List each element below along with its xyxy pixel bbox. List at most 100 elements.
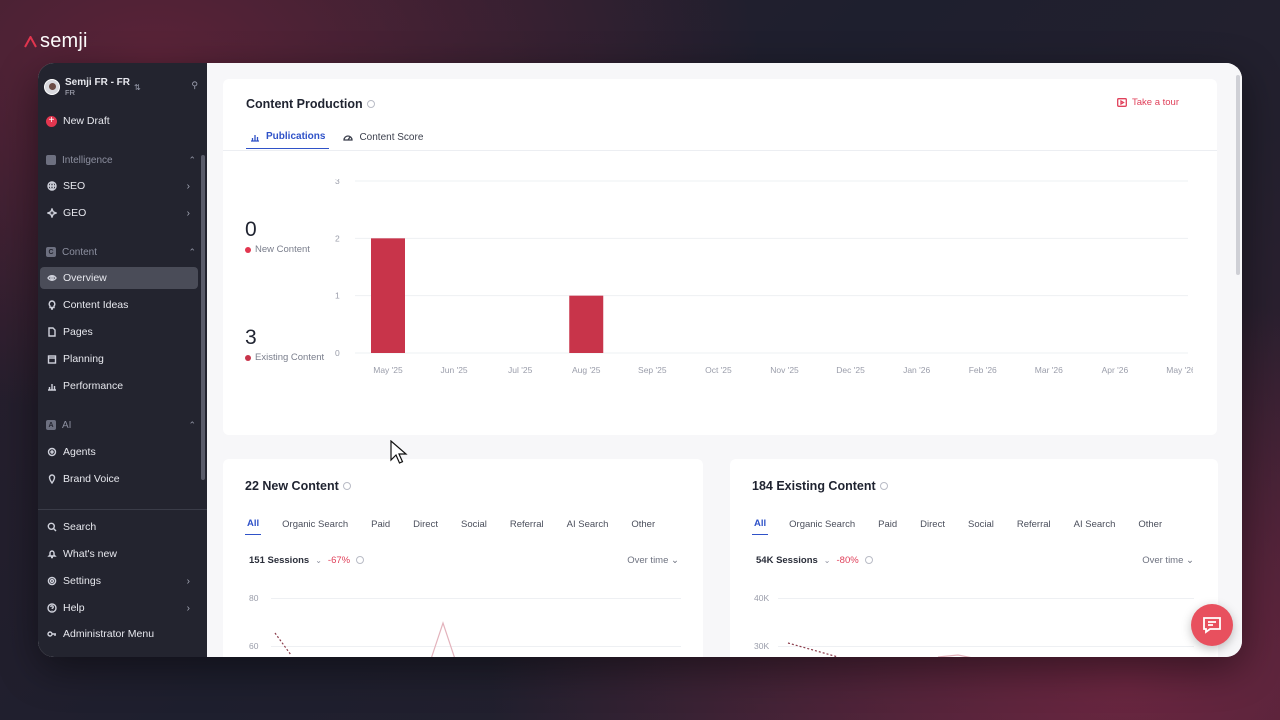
info-icon[interactable] (366, 99, 375, 108)
tab-content-score[interactable]: Content Score (339, 125, 427, 149)
sidebar-item-overview[interactable]: Overview (40, 267, 198, 289)
sidebar-item-label: Performance (63, 380, 124, 392)
x-tick-label: Jan '26 (903, 365, 930, 375)
chevron-right-icon: › (186, 207, 190, 219)
gridline (778, 646, 1194, 647)
globe-icon (46, 180, 58, 192)
chevron-up-icon: ⌃ (188, 154, 196, 165)
tab-divider (223, 150, 1217, 151)
chat-icon (1203, 617, 1221, 634)
x-tick-label: Apr '26 (1102, 365, 1129, 375)
calendar-icon (46, 353, 58, 365)
tab-publications[interactable]: Publications (246, 125, 330, 149)
filter-ai-search[interactable]: AI Search (566, 518, 609, 530)
filter-other[interactable]: Other (1138, 518, 1163, 530)
filter-referral[interactable]: Referral (1016, 518, 1051, 530)
info-icon[interactable] (342, 481, 351, 490)
chevron-down-icon: ⌄ (315, 556, 322, 565)
sidebar-item-agents[interactable]: Agents (40, 441, 198, 463)
sessions-value: 151 Sessions (249, 555, 310, 566)
card-title: Content Production (246, 97, 363, 111)
main-scrollbar[interactable] (1236, 75, 1240, 275)
sessions-selector[interactable]: 151 Sessions ⌄ -67% (249, 555, 365, 566)
existing-content-stat: 3 Existing Content (245, 326, 324, 363)
over-time-dropdown[interactable]: Over time ⌄ (627, 555, 679, 566)
filter-all[interactable]: All (752, 513, 769, 535)
over-time-dropdown[interactable]: Over time ⌄ (1142, 555, 1194, 566)
intelligence-icon (46, 155, 56, 165)
existing-content-card: 184 Existing Content All Organic Search … (730, 459, 1218, 657)
sidebar-item-help[interactable]: Help › (40, 597, 198, 619)
section-content[interactable]: C Content ⌃ (46, 243, 196, 261)
chat-button[interactable] (1191, 604, 1233, 646)
content-icon: C (46, 247, 56, 257)
semji-logo-icon (24, 35, 37, 47)
sidebar-item-search[interactable]: Search (40, 516, 198, 538)
workspace-switcher[interactable]: Semji FR - FR FR ⇅ ⚲ (44, 73, 200, 101)
workspace-name: Semji FR - FR (65, 77, 131, 88)
agent-icon (46, 446, 58, 458)
channel-filters: All Organic Search Paid Direct Social Re… (245, 513, 676, 535)
sidebar-item-geo[interactable]: GEO › (40, 202, 198, 224)
filter-paid[interactable]: Paid (878, 518, 898, 530)
filter-organic-search[interactable]: Organic Search (282, 518, 349, 530)
tab-label: Content Score (359, 131, 424, 143)
legend-dot (245, 354, 251, 361)
sidebar-item-label: Search (63, 521, 97, 533)
sidebar-item-label: Administrator Menu (63, 628, 155, 640)
sidebar-item-planning[interactable]: Planning (40, 348, 198, 370)
sidebar-item-pages[interactable]: Pages (40, 321, 198, 343)
sidebar-item-label: GEO (63, 207, 87, 219)
filter-other[interactable]: Other (631, 518, 656, 530)
info-icon[interactable] (879, 481, 888, 490)
x-tick-label: Aug '25 (572, 365, 601, 375)
filter-all[interactable]: All (245, 513, 262, 535)
sidebar-item-whats-new[interactable]: What's new (40, 543, 198, 565)
card-title: 22 New Content (245, 479, 339, 493)
filter-direct[interactable]: Direct (413, 518, 438, 530)
info-icon[interactable] (356, 555, 365, 564)
sessions-selector[interactable]: 54K Sessions ⌄ -80% (756, 555, 873, 566)
sidebar-item-brand-voice[interactable]: Brand Voice (40, 468, 198, 490)
new-content-value: 0 (245, 218, 257, 241)
sidebar-item-performance[interactable]: Performance (40, 375, 198, 397)
sidebar-item-seo[interactable]: SEO › (40, 175, 198, 197)
lightbulb-icon (46, 299, 58, 311)
new-draft-button[interactable]: + New Draft (40, 110, 198, 132)
filter-direct[interactable]: Direct (920, 518, 945, 530)
sidebar-item-settings[interactable]: Settings › (40, 570, 198, 592)
y-tick-label: 2 (335, 233, 340, 243)
sidebar-item-label: Overview (63, 272, 107, 284)
search-icon (46, 521, 58, 533)
filter-organic-search[interactable]: Organic Search (789, 518, 856, 530)
y-tick-label: 80 (249, 593, 259, 603)
sidebar-item-content-ideas[interactable]: Content Ideas (40, 294, 198, 316)
filter-referral[interactable]: Referral (509, 518, 544, 530)
info-icon[interactable] (864, 555, 873, 564)
x-tick-label: Dec '25 (836, 365, 865, 375)
card-title: 184 Existing Content (752, 479, 876, 493)
x-tick-label: Jul '25 (508, 365, 533, 375)
section-intelligence[interactable]: Intelligence ⌃ (46, 151, 196, 169)
chart-bar[interactable] (569, 295, 604, 353)
section-ai[interactable]: A AI ⌃ (46, 416, 196, 434)
plus-icon: + (46, 115, 57, 127)
app-window: Semji FR - FR FR ⇅ ⚲ + New Draft Intelli… (38, 63, 1242, 657)
filter-paid[interactable]: Paid (371, 518, 391, 530)
chart-bar[interactable] (371, 238, 405, 353)
filter-ai-search[interactable]: AI Search (1073, 518, 1116, 530)
sidebar-scrollbar[interactable] (201, 155, 205, 480)
x-tick-label: Feb '26 (969, 365, 997, 375)
take-tour-button[interactable]: Take a tour (1117, 97, 1179, 108)
filter-social[interactable]: Social (967, 518, 994, 530)
x-tick-label: Nov '25 (770, 365, 799, 375)
filter-social[interactable]: Social (460, 518, 487, 530)
bar-chart-icon (251, 134, 259, 142)
pin-icon[interactable]: ⚲ (191, 80, 198, 90)
gridline (778, 598, 1194, 599)
content-production-tabs: Publications Content Score (246, 125, 437, 149)
channel-filters: All Organic Search Paid Direct Social Re… (752, 513, 1183, 535)
sidebar-item-admin-menu[interactable]: Administrator Menu (40, 623, 198, 645)
chevron-down-icon: ⌄ (1186, 555, 1194, 566)
existing-content-legend: Existing Content (245, 352, 324, 363)
